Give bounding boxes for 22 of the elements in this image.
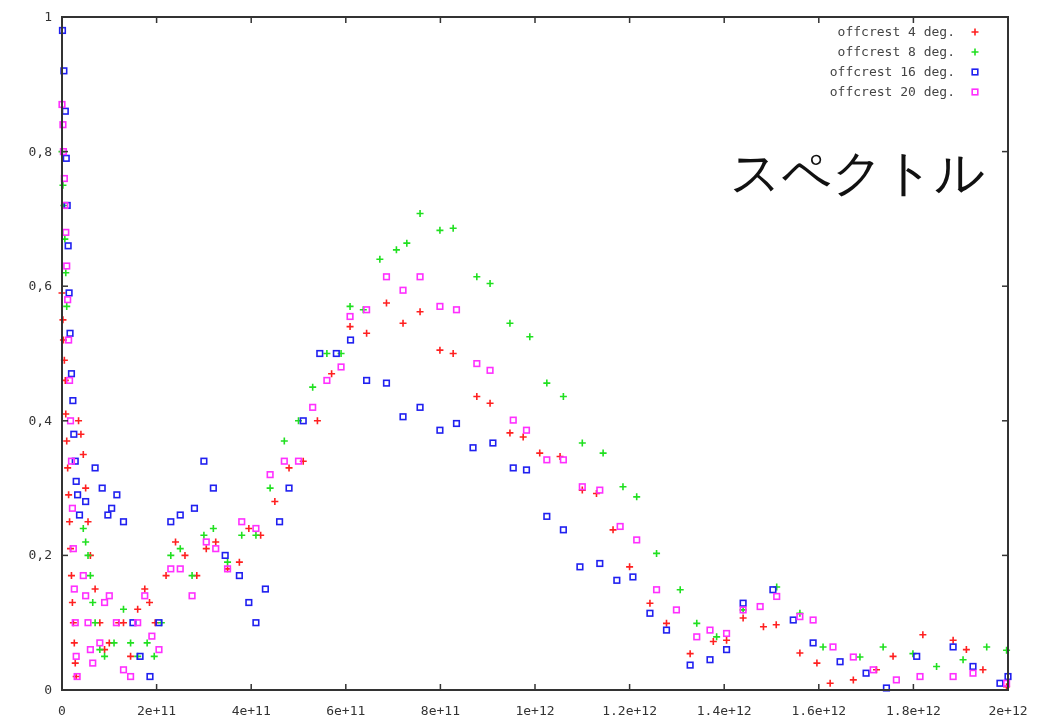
x-tick-label: 1.2e+12 (602, 703, 657, 718)
x-tick-label: 1.4e+12 (696, 703, 752, 718)
y-tick-label: 0,4 (28, 412, 53, 428)
y-tick-label: 0,6 (28, 278, 52, 294)
x-tick-label: 0 (58, 703, 66, 718)
x-tick-label: 8e+11 (420, 703, 460, 718)
x-tick-label: 4e+11 (231, 703, 271, 718)
legend-label: offcrest 20 deg. (829, 84, 955, 99)
x-tick-label: 1e+12 (515, 703, 555, 718)
annotation: スペクトル (730, 144, 985, 202)
legend-label: offcrest 4 deg. (837, 24, 955, 39)
x-tick-label: 1.6e+12 (791, 703, 847, 718)
legend-label: offcrest 8 deg. (837, 44, 955, 59)
x-tick-label: 6e+11 (326, 703, 366, 718)
x-tick-label: 1.8e+12 (886, 703, 941, 718)
legend-label: offcrest 16 deg. (829, 64, 955, 79)
y-tick-label: 1 (44, 9, 52, 24)
x-tick-label: 2e+12 (988, 703, 1028, 718)
y-tick-label: 0,8 (28, 143, 52, 159)
y-tick-label: 0,2 (28, 547, 52, 563)
y-tick-label: 0 (44, 682, 52, 697)
x-tick-label: 2e+11 (137, 703, 177, 718)
